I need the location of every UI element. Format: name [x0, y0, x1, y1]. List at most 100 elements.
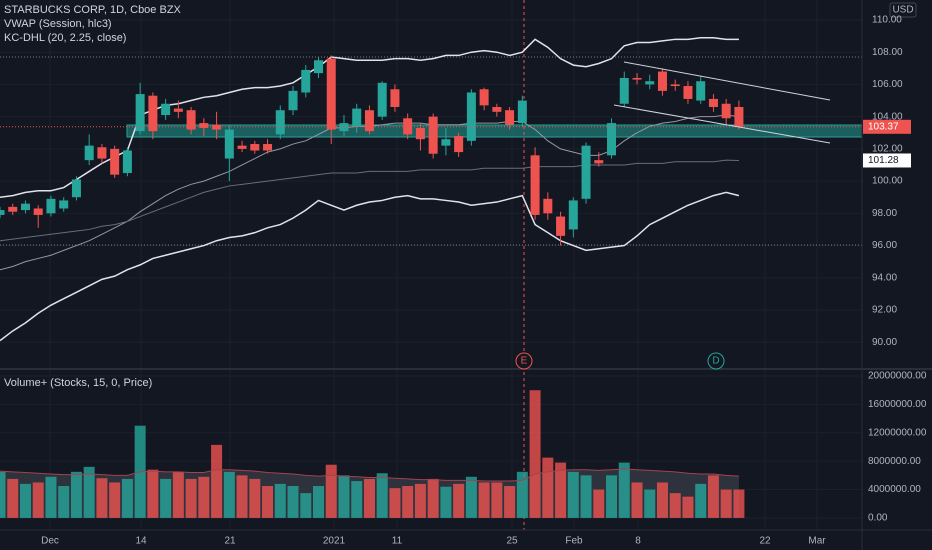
candle-body: [173, 108, 183, 112]
candle-body: [237, 145, 247, 149]
candle-body: [8, 206, 18, 212]
volume-bar: [313, 486, 324, 518]
earnings-marker[interactable]: [515, 352, 533, 370]
candle-body: [632, 77, 642, 80]
x-tick-label: Feb: [565, 536, 583, 547]
candle-body: [46, 198, 56, 214]
volume-ma-line: [0, 468, 739, 482]
indicator-line: [0, 191, 740, 342]
x-tick-label: 25: [506, 536, 518, 547]
vwap-box: [863, 153, 911, 168]
candle-body: [607, 123, 617, 156]
candle-body: [275, 110, 285, 135]
volume-bar: [70, 471, 82, 518]
trend-line: [613, 104, 831, 144]
volume-bar: [300, 493, 312, 518]
y-tick-label: 96.00: [872, 240, 897, 251]
candle-body: [479, 89, 489, 106]
volume-bar: [96, 478, 108, 518]
y-tick-label: 102.00: [872, 144, 903, 155]
dividend-marker[interactable]: [707, 352, 725, 370]
candle-body: [581, 145, 591, 199]
candle-body: [530, 155, 540, 215]
volume-bar: [185, 478, 197, 518]
candle-body: [390, 89, 400, 107]
x-tick-label: Dec: [41, 536, 59, 547]
volume-bar: [440, 486, 452, 518]
chart-title: STARBUCKS CORP, 1D, Cboe BZX: [4, 4, 182, 16]
x-tick-label: 2021: [323, 536, 346, 547]
last-price-box: [863, 119, 911, 134]
x-tick-label: 21: [224, 536, 236, 547]
volume-bar: [529, 390, 541, 518]
volume-bar: [351, 481, 363, 518]
volume-bar: [172, 471, 184, 518]
candle-body: [568, 200, 578, 230]
candle-body: [339, 123, 349, 132]
candle-body: [670, 84, 680, 87]
candle-body: [517, 100, 527, 124]
volume-bar: [236, 475, 248, 518]
volume-bar: [223, 471, 235, 518]
volume-bar: [338, 475, 350, 518]
volume-bar: [465, 476, 477, 518]
candle-body: [505, 110, 515, 125]
volume-bar: [198, 476, 210, 518]
volume-bar: [593, 489, 605, 518]
candle-body: [110, 148, 120, 175]
volume-bar: [516, 471, 528, 518]
volume-bar: [555, 462, 567, 518]
candle-body: [148, 95, 158, 132]
y-tick-label: 20000000.00: [868, 371, 927, 382]
candle-body: [556, 216, 566, 236]
volume-bar: [160, 478, 172, 518]
y-tick-label: 8000000.00: [868, 456, 921, 467]
volume-bar: [147, 469, 159, 518]
volume-bar: [707, 475, 719, 518]
indicator-legend[interactable]: KC-DHL (20, 2.25, close): [4, 32, 126, 44]
volume-bar: [0, 471, 6, 518]
volume-bar: [631, 482, 643, 518]
volume-bar: [389, 488, 401, 518]
volume-bar: [363, 478, 375, 518]
y-tick-label: 0.00: [868, 513, 888, 524]
volume-bar: [211, 444, 223, 518]
candle-body: [301, 69, 311, 93]
volume-legend[interactable]: Volume+ (Stocks, 15, 0, Price): [4, 377, 152, 389]
volume-bar: [695, 483, 707, 518]
volume-bar: [453, 483, 465, 518]
x-tick-label: 8: [635, 536, 641, 547]
y-tick-label: 108.00: [872, 47, 903, 58]
candle-body: [415, 127, 425, 140]
candle-body: [594, 160, 604, 164]
candle-body: [352, 108, 362, 127]
candle-body: [721, 103, 731, 119]
candle-body: [250, 144, 260, 151]
volume-bar: [287, 486, 299, 518]
last-price-label: 103.37: [868, 121, 899, 132]
volume-bar: [121, 478, 133, 518]
candle-body: [454, 135, 464, 153]
currency-box[interactable]: [889, 2, 917, 18]
y-tick-label: 98.00: [872, 208, 897, 219]
y-tick-label: 94.00: [872, 272, 897, 283]
candle-body: [326, 58, 336, 130]
volume-bar: [542, 457, 554, 518]
candle-body: [657, 71, 667, 91]
earnings-label: E: [521, 356, 528, 367]
candle-body: [466, 92, 476, 141]
volume-bar: [376, 473, 388, 518]
volume-bar: [402, 486, 414, 518]
candle-body: [441, 139, 451, 146]
candle-body: [708, 98, 718, 107]
volume-bar: [19, 483, 31, 518]
volume-bar: [504, 486, 516, 518]
candle-body: [492, 106, 502, 112]
plot: [0, 36, 862, 518]
y-tick-label: 4000000.00: [868, 484, 921, 495]
candle-body: [428, 116, 438, 154]
indicator-legend[interactable]: VWAP (Session, hlc3): [4, 18, 112, 30]
candle-body: [224, 129, 234, 159]
volume-bar: [580, 475, 592, 518]
